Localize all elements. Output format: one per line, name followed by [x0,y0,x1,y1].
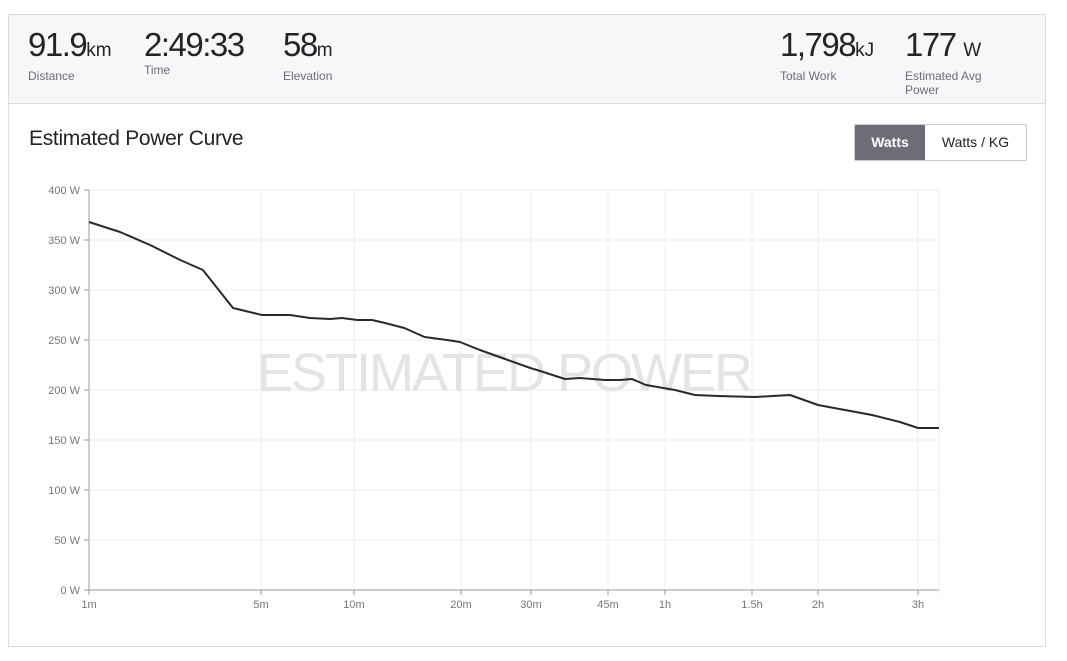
watts-per-kg-button[interactable]: Watts / KG [925,125,1026,160]
stat-total-work: 1,798kJ Total Work [780,26,875,84]
stat-label: Distance [28,69,75,83]
y-tick-label: 100 W [48,485,80,497]
stat-label: Total Work [780,69,837,83]
x-tick-label: 10m [343,599,364,611]
y-tick-label: 200 W [48,385,80,397]
unit-toggle: Watts Watts / KG [854,124,1027,161]
stat-value: 177 [905,26,957,63]
stat-unit: m [316,40,333,61]
x-tick-label: 45m [597,599,618,611]
y-tick-label: 250 W [48,335,80,347]
stat-unit: kJ [855,40,875,61]
stats-bar: 91.9km Distance 2:49:33 Time 58m Elevati… [9,15,1045,104]
watts-button[interactable]: Watts [855,125,925,160]
x-tick-label: 5m [253,599,268,611]
stat-label: Estimated Avg Power [905,69,982,97]
stat-value: 2:49:33 [144,26,245,63]
section-title: Estimated Power Curve [29,127,244,150]
x-tick-label: 20m [450,599,471,611]
power-curve-line [88,221,939,429]
stat-value: 1,798 [780,26,857,63]
y-tick-label: 350 W [48,235,80,247]
stat-distance: 91.9km Distance [28,26,118,84]
stat-label: Elevation [283,69,333,83]
y-tick-label: 150 W [48,435,80,447]
watermark: ESTIMATED POWER [257,343,751,403]
y-tick-label: 300 W [48,285,80,297]
x-tick-label: 1h [659,599,671,611]
stat-label: Time [144,63,171,77]
x-tick-label: 1.5h [741,599,762,611]
stat-avg-power: 177 W Estimated Avg Power [905,26,995,98]
y-tick-label: 0 W [60,585,80,597]
stat-unit: W [963,40,982,61]
ride-summary-card: 91.9km Distance 2:49:33 Time 58m Elevati… [8,14,1046,647]
y-tick-label: 400 W [48,185,80,197]
y-tick-label: 50 W [54,535,80,547]
x-tick-label: 30m [520,599,541,611]
stat-time: 2:49:33 Time [144,26,245,78]
x-tick-label: 1m [81,599,96,611]
stat-value: 91.9 [28,26,88,63]
stat-value: 58 [283,26,318,63]
x-tick-label: 3h [912,599,924,611]
stat-elevation: 58m Elevation [283,26,373,84]
x-tick-label: 2h [812,599,824,611]
stat-unit: km [86,40,112,61]
